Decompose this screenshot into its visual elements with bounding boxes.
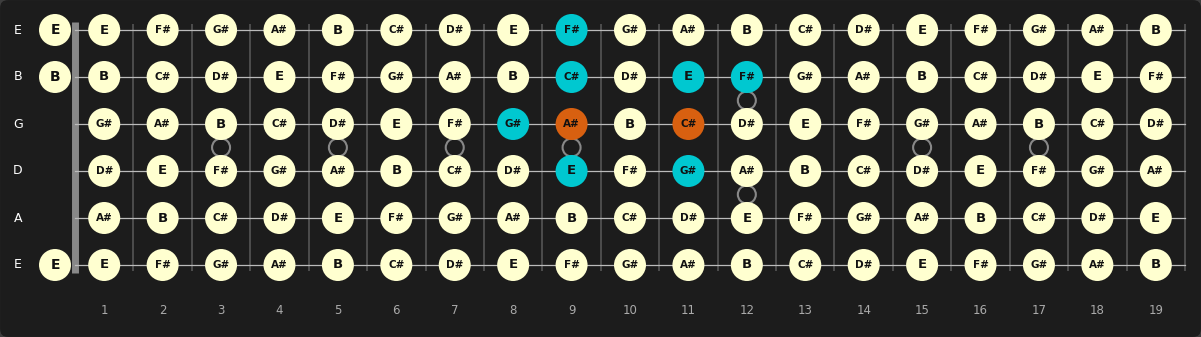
- Text: D#: D#: [1147, 119, 1165, 129]
- Text: E: E: [50, 23, 60, 37]
- Circle shape: [1140, 14, 1172, 46]
- Circle shape: [614, 155, 646, 187]
- Text: B: B: [1151, 24, 1161, 36]
- Circle shape: [731, 249, 763, 281]
- Circle shape: [1023, 202, 1054, 234]
- Text: B: B: [13, 70, 23, 84]
- Circle shape: [322, 249, 354, 281]
- Text: B: B: [157, 212, 168, 224]
- Text: 10: 10: [622, 304, 638, 316]
- Text: E: E: [275, 70, 283, 84]
- Text: E: E: [50, 258, 60, 272]
- Circle shape: [205, 249, 237, 281]
- Text: D#: D#: [213, 72, 229, 82]
- Circle shape: [789, 108, 821, 140]
- Text: B: B: [100, 70, 109, 84]
- Circle shape: [147, 14, 179, 46]
- Circle shape: [1081, 249, 1113, 281]
- Text: F#: F#: [447, 119, 462, 129]
- Circle shape: [205, 61, 237, 93]
- Text: B: B: [508, 70, 518, 84]
- Text: E: E: [683, 70, 693, 84]
- Circle shape: [906, 61, 938, 93]
- Text: 19: 19: [1148, 304, 1164, 316]
- Text: E: E: [976, 164, 985, 178]
- Circle shape: [1140, 61, 1172, 93]
- Circle shape: [88, 249, 120, 281]
- Circle shape: [848, 14, 879, 46]
- Text: E: E: [508, 24, 518, 36]
- Text: G#: G#: [680, 166, 697, 176]
- Circle shape: [964, 108, 997, 140]
- Circle shape: [848, 249, 879, 281]
- Circle shape: [556, 202, 587, 234]
- Circle shape: [1140, 108, 1172, 140]
- Circle shape: [789, 155, 821, 187]
- Text: G#: G#: [446, 213, 464, 223]
- Text: 1: 1: [101, 304, 108, 316]
- Text: F#: F#: [797, 213, 813, 223]
- Circle shape: [673, 249, 705, 281]
- Text: C#: C#: [388, 25, 405, 35]
- Circle shape: [497, 249, 530, 281]
- Circle shape: [38, 14, 71, 46]
- Circle shape: [205, 108, 237, 140]
- Circle shape: [38, 249, 71, 281]
- Circle shape: [1140, 155, 1172, 187]
- Circle shape: [381, 108, 412, 140]
- Text: G#: G#: [213, 25, 229, 35]
- Circle shape: [906, 202, 938, 234]
- Text: B: B: [333, 258, 343, 272]
- Text: E: E: [918, 258, 927, 272]
- Text: A#: A#: [447, 72, 464, 82]
- Circle shape: [263, 202, 295, 234]
- Circle shape: [205, 155, 237, 187]
- Circle shape: [673, 155, 705, 187]
- Text: E: E: [100, 24, 109, 36]
- Circle shape: [205, 202, 237, 234]
- Circle shape: [147, 61, 179, 93]
- Circle shape: [438, 155, 471, 187]
- Circle shape: [147, 108, 179, 140]
- Circle shape: [322, 14, 354, 46]
- Circle shape: [556, 155, 587, 187]
- Text: F#: F#: [155, 260, 171, 270]
- Circle shape: [322, 202, 354, 234]
- Text: B: B: [567, 212, 576, 224]
- Text: G#: G#: [1030, 260, 1047, 270]
- Text: C#: C#: [1030, 213, 1047, 223]
- Text: G#: G#: [1030, 25, 1047, 35]
- Circle shape: [964, 61, 997, 93]
- Text: B: B: [742, 258, 752, 272]
- Text: E: E: [508, 258, 518, 272]
- Text: 7: 7: [452, 304, 459, 316]
- Circle shape: [556, 61, 587, 93]
- Text: A#: A#: [504, 213, 521, 223]
- Circle shape: [381, 155, 412, 187]
- Text: G#: G#: [914, 119, 931, 129]
- Circle shape: [614, 14, 646, 46]
- Text: A#: A#: [739, 166, 755, 176]
- Circle shape: [497, 14, 530, 46]
- Text: B: B: [918, 70, 927, 84]
- Circle shape: [438, 202, 471, 234]
- Text: G#: G#: [621, 260, 639, 270]
- Text: D#: D#: [446, 260, 464, 270]
- Text: 18: 18: [1091, 304, 1105, 316]
- Text: 16: 16: [973, 304, 988, 316]
- Circle shape: [322, 108, 354, 140]
- Text: F#: F#: [213, 166, 229, 176]
- Circle shape: [673, 108, 705, 140]
- Circle shape: [614, 108, 646, 140]
- Text: A#: A#: [680, 25, 697, 35]
- Circle shape: [673, 61, 705, 93]
- Text: E: E: [918, 24, 927, 36]
- Circle shape: [322, 61, 354, 93]
- Text: C#: C#: [155, 72, 171, 82]
- Text: F#: F#: [1030, 166, 1047, 176]
- Text: G#: G#: [504, 119, 521, 129]
- Circle shape: [438, 61, 471, 93]
- Text: D#: D#: [621, 72, 639, 82]
- Text: E: E: [742, 212, 752, 224]
